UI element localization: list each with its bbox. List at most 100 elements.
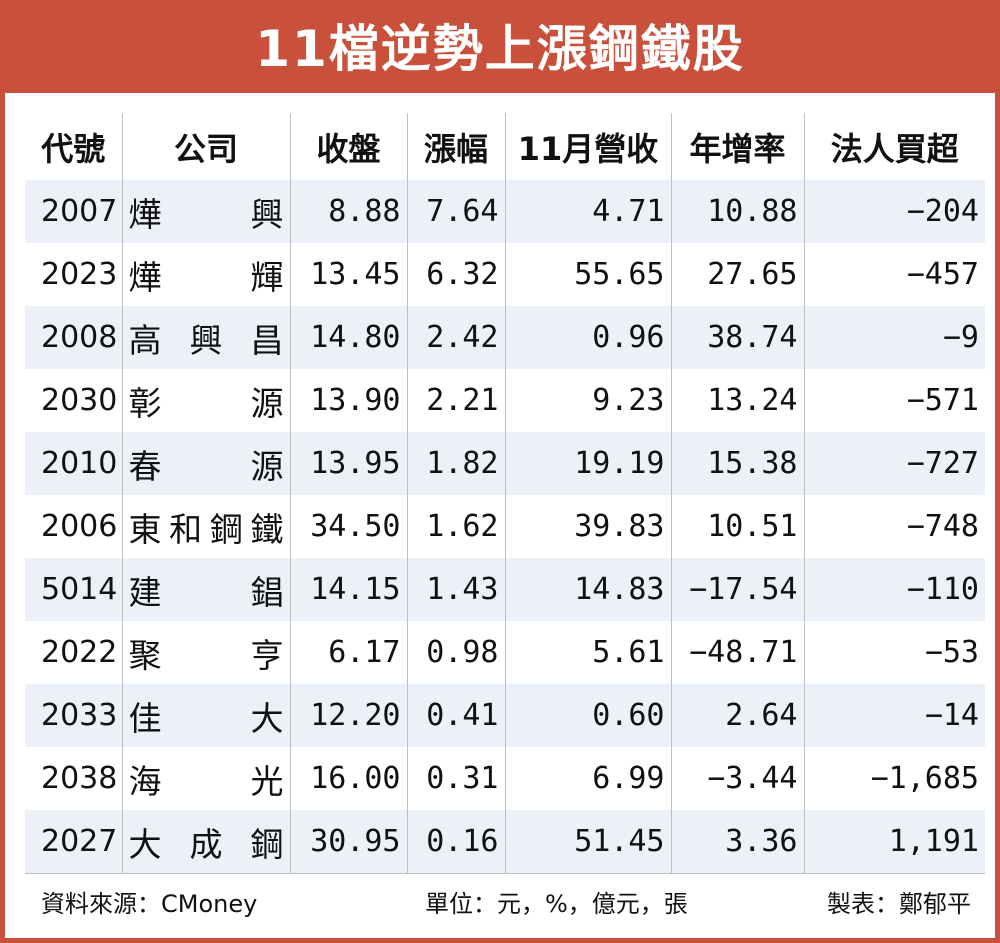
table-body: 2007 燁 興 8.88 7.64 4.71 10.88 −204 2023 燁 輝 13.45… (25, 180, 985, 873)
table-row: 2033 佳 大 12.20 0.41 0.60 2.64 −14 (25, 684, 985, 747)
cell-yoy: 10.88 (670, 180, 804, 243)
cell-change: 2.42 (406, 306, 505, 369)
header-yoy: 年增率 (670, 113, 804, 180)
cell-change: 2.21 (406, 369, 505, 432)
cell-yoy: 2.64 (670, 684, 804, 747)
cell-code: 5014 (25, 558, 122, 621)
cell-yoy: 27.65 (670, 243, 804, 306)
header-institutional: 法人買超 (803, 113, 985, 180)
table-row: 2022 聚 亨 6.17 0.98 5.61 −48.71 −53 (25, 621, 985, 684)
cell-revenue: 14.83 (504, 558, 671, 621)
cell-company: 海 光 (121, 747, 290, 810)
cell-revenue: 55.65 (504, 243, 671, 306)
cell-close: 12.20 (289, 684, 407, 747)
cell-institutional: −14 (803, 684, 985, 747)
cell-institutional: −204 (803, 180, 985, 243)
cell-close: 6.17 (289, 621, 407, 684)
cell-institutional: −727 (803, 432, 985, 495)
cell-close: 14.15 (289, 558, 407, 621)
cell-code: 2022 (25, 621, 122, 684)
cell-code: 2030 (25, 369, 122, 432)
cell-code: 2006 (25, 495, 122, 558)
unit-note: 單位：元，%，億元，張 (425, 890, 688, 918)
source-note: 資料來源：CMoney (41, 890, 258, 918)
cell-close: 34.50 (289, 495, 407, 558)
cell-change: 0.98 (406, 621, 505, 684)
cell-revenue: 9.23 (504, 369, 671, 432)
cell-code: 2007 (25, 180, 122, 243)
table-row: 5014 建 錩 14.15 1.43 14.83 −17.54 −110 (25, 558, 985, 621)
table-row: 2030 彰 源 13.90 2.21 9.23 13.24 −571 (25, 369, 985, 432)
cell-yoy: 3.36 (670, 810, 804, 873)
table-row: 2010 春 源 13.95 1.82 19.19 15.38 −727 (25, 432, 985, 495)
cell-change: 7.64 (406, 180, 505, 243)
cell-code: 2038 (25, 747, 122, 810)
cell-institutional: −571 (803, 369, 985, 432)
cell-change: 0.31 (406, 747, 505, 810)
cell-change: 1.62 (406, 495, 505, 558)
cell-institutional: 1,191 (803, 810, 985, 873)
cell-yoy: 15.38 (670, 432, 804, 495)
cell-company: 燁 輝 (121, 243, 290, 306)
table-row: 2008 高興昌 14.80 2.42 0.96 38.74 −9 (25, 306, 985, 369)
cell-revenue: 0.96 (504, 306, 671, 369)
cell-institutional: −53 (803, 621, 985, 684)
cell-change: 1.82 (406, 432, 505, 495)
cell-close: 30.95 (289, 810, 407, 873)
cell-close: 8.88 (289, 180, 407, 243)
table-row: 2007 燁 興 8.88 7.64 4.71 10.88 −204 (25, 180, 985, 243)
cell-code: 2010 (25, 432, 122, 495)
header-close: 收盤 (289, 113, 407, 180)
cell-company: 彰 源 (121, 369, 290, 432)
cell-revenue: 6.99 (504, 747, 671, 810)
cell-code: 2008 (25, 306, 122, 369)
cell-close: 13.45 (289, 243, 407, 306)
cell-revenue: 19.19 (504, 432, 671, 495)
cell-company: 燁 興 (121, 180, 290, 243)
cell-company: 春 源 (121, 432, 290, 495)
cell-revenue: 39.83 (504, 495, 671, 558)
cell-company: 建 錩 (121, 558, 290, 621)
cell-company: 佳 大 (121, 684, 290, 747)
header-change: 漲幅 (406, 113, 505, 180)
cell-yoy: 10.51 (670, 495, 804, 558)
header-row: 代號 公司 收盤 漲幅 11月營收 年增率 法人買超 (25, 113, 985, 180)
cell-code: 2033 (25, 684, 122, 747)
cell-company: 高興昌 (121, 306, 290, 369)
cell-revenue: 5.61 (504, 621, 671, 684)
cell-close: 13.95 (289, 432, 407, 495)
maker-note: 製表：鄭郁平 (827, 890, 971, 918)
cell-close: 14.80 (289, 306, 407, 369)
cell-change: 6.32 (406, 243, 505, 306)
cell-company: 大成鋼 (121, 810, 290, 873)
cell-institutional: −9 (803, 306, 985, 369)
footer: 資料來源：CMoney 單位：元，%，億元，張 製表：鄭郁平 (25, 873, 985, 926)
table-row: 2006 東和鋼鐵 34.50 1.62 39.83 10.51 −748 (25, 495, 985, 558)
table-row: 2038 海 光 16.00 0.31 6.99 −3.44 −1,685 (25, 747, 985, 810)
header-company: 公司 (121, 113, 290, 180)
cell-close: 16.00 (289, 747, 407, 810)
table-row: 2027 大成鋼 30.95 0.16 51.45 3.36 1,191 (25, 810, 985, 873)
cell-revenue: 4.71 (504, 180, 671, 243)
table-row: 2023 燁 輝 13.45 6.32 55.65 27.65 −457 (25, 243, 985, 306)
page-title: 11檔逆勢上漲鋼鐵股 (5, 5, 995, 93)
cell-change: 0.16 (406, 810, 505, 873)
cell-revenue: 51.45 (504, 810, 671, 873)
cell-change: 0.41 (406, 684, 505, 747)
cell-institutional: −110 (803, 558, 985, 621)
cell-company: 東和鋼鐵 (121, 495, 290, 558)
cell-yoy: 13.24 (670, 369, 804, 432)
header-revenue: 11月營收 (504, 113, 671, 180)
cell-institutional: −1,685 (803, 747, 985, 810)
cell-institutional: −457 (803, 243, 985, 306)
cell-code: 2023 (25, 243, 122, 306)
cell-code: 2027 (25, 810, 122, 873)
cell-close: 13.90 (289, 369, 407, 432)
header-code: 代號 (25, 113, 122, 180)
cell-institutional: −748 (803, 495, 985, 558)
cell-yoy: −17.54 (670, 558, 804, 621)
cell-yoy: −3.44 (670, 747, 804, 810)
cell-company: 聚 亨 (121, 621, 290, 684)
cell-revenue: 0.60 (504, 684, 671, 747)
